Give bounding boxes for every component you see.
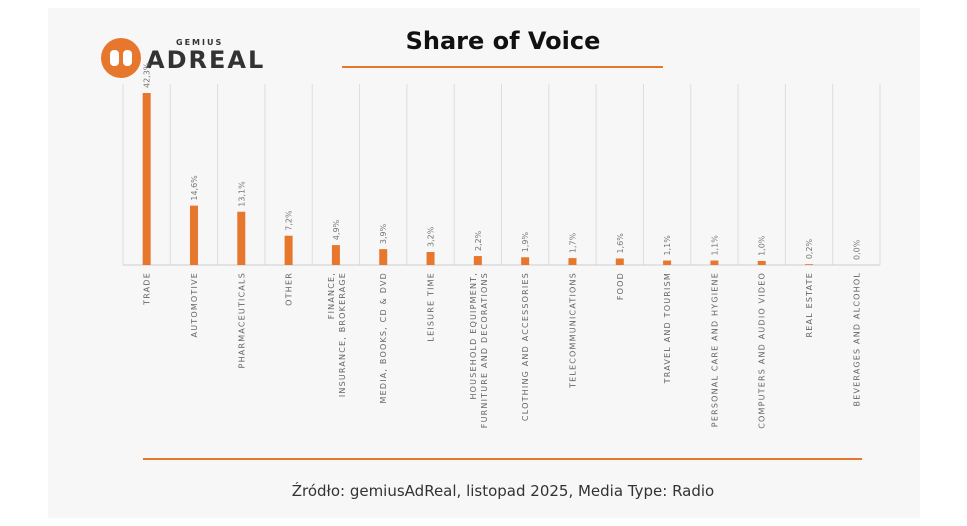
bar	[805, 264, 814, 265]
x-tick-label: TRAVEL AND TOURISM	[663, 272, 672, 384]
logo: GEMIUS ADREAL	[101, 38, 265, 78]
label-line: FINANCE,	[327, 272, 336, 319]
logo-lens	[123, 50, 132, 66]
label-line: FURNITURE AND DECORATIONS	[480, 272, 489, 432]
x-tick-label: REAL ESTATE	[805, 272, 814, 337]
logo-lens	[110, 50, 119, 66]
panel	[48, 8, 920, 518]
value-label: 1,6%	[616, 233, 625, 254]
value-label: 1,9%	[521, 232, 530, 253]
x-tick-label: OTHER	[285, 272, 294, 306]
value-label: 13,1%	[237, 181, 246, 207]
x-tick-label: MEDIA, BOOKS, CD & DVD	[379, 272, 388, 404]
bar	[189, 205, 198, 265]
x-tick-label: TELECOMMUNICATIONS	[568, 272, 577, 389]
bar	[757, 260, 766, 265]
bar	[331, 245, 340, 265]
value-label: 4,9%	[332, 219, 341, 240]
value-label: 3,2%	[427, 226, 436, 247]
bar	[663, 260, 672, 265]
x-tick-label: COMPUTERS AND AUDIO VIDEO	[758, 272, 767, 429]
x-tick-label: PHARMACEUTICALS	[237, 272, 246, 368]
x-tick-label: HOUSEHOLD EQUIPMENT, FURNITURE AND DECOR…	[469, 272, 489, 432]
label-line: INSURANCE, BROKERAGE	[338, 272, 347, 401]
x-tick-label: CLOTHING AND ACCESSORIES	[521, 272, 530, 421]
value-label: 1,1%	[663, 235, 672, 256]
x-tick-label: FOOD	[616, 272, 625, 300]
bar	[142, 93, 151, 265]
value-label: 0,0%	[852, 239, 861, 260]
logo-icon	[101, 38, 141, 78]
value-label: 14,6%	[190, 175, 199, 201]
bar	[379, 249, 388, 265]
bar	[521, 257, 530, 265]
source: Źródło: gemiusAdReal, listopad 2025, Med…	[292, 481, 714, 500]
bar	[568, 258, 577, 265]
value-label: 3,9%	[379, 223, 388, 244]
x-tick-label: BEVERAGES AND ALCOHOL	[852, 272, 861, 406]
logo-small: GEMIUS	[176, 38, 223, 47]
x-tick-label: PERSONAL CARE AND HYGIENE	[710, 272, 719, 427]
value-label: 0,2%	[805, 238, 814, 259]
bar	[710, 260, 719, 265]
x-tick-label: TRADE	[143, 272, 152, 306]
value-label: 2,2%	[474, 230, 483, 251]
bar	[615, 258, 624, 265]
bar	[426, 251, 435, 265]
logo-text: ADREAL	[146, 46, 265, 74]
value-label: 1,7%	[568, 232, 577, 253]
x-tick-label: AUTOMOTIVE	[190, 272, 199, 337]
x-tick-label: FINANCE, INSURANCE, BROKERAGE	[327, 272, 347, 401]
value-label: 1,1%	[710, 235, 719, 256]
value-label: 1,0%	[758, 235, 767, 256]
bar	[473, 256, 482, 265]
value-label: 7,2%	[285, 210, 294, 231]
x-tick-label: LEISURE TIME	[427, 272, 436, 342]
bar	[284, 235, 293, 265]
label-line: HOUSEHOLD EQUIPMENT,	[469, 272, 478, 400]
bar	[237, 211, 246, 265]
value-label: 42,3%	[143, 62, 152, 88]
chart-title: Share of Voice	[406, 27, 601, 55]
